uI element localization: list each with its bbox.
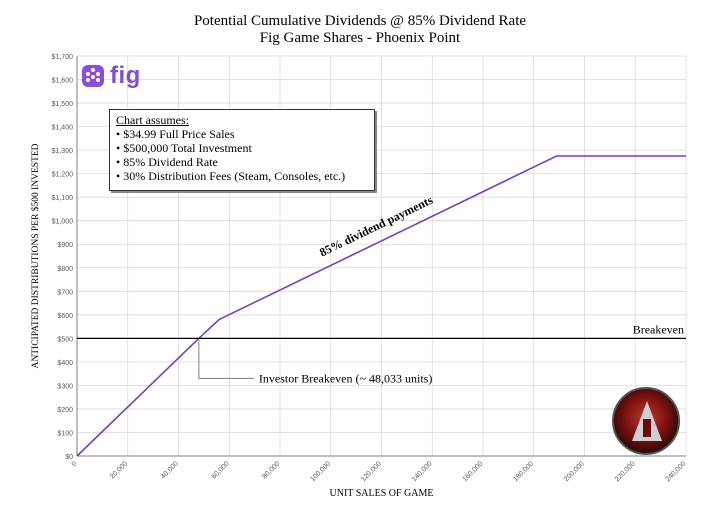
dividend-series-line	[76, 155, 686, 457]
chart-title: Potential Cumulative Dividends @ 85% Div…	[193, 13, 527, 29]
fig-logo-icon	[82, 65, 104, 87]
x-axis-label: UNIT SALES OF GAME	[330, 488, 434, 499]
x-tick-label: 80,000	[261, 460, 281, 480]
x-tick-label: 120,000	[360, 460, 383, 483]
assumption-item: 30% Distribution Fees (Steam, Consoles, …	[116, 169, 368, 183]
x-tick-label: 160,000	[462, 460, 485, 483]
investor-breakeven-leader	[198, 340, 254, 379]
y-tick-label: $700	[57, 289, 73, 296]
y-tick-label: $1,500	[52, 101, 74, 108]
series	[76, 155, 686, 457]
x-tick-label: 100,000	[309, 460, 332, 483]
series-annotation-label: 85% dividend payments	[317, 193, 435, 260]
assumptions-box: Chart assumes: $34.99 Full Price Sales $…	[109, 109, 375, 191]
y-tick-label: $900	[57, 242, 73, 249]
axes	[76, 56, 686, 457]
y-tick-label: $1,600	[52, 78, 74, 85]
y-tick-label: $1,200	[52, 172, 74, 179]
assumption-item: $34.99 Full Price Sales	[116, 127, 368, 141]
assumptions-title: Chart assumes:	[116, 113, 189, 127]
x-tick-label: 240,000	[665, 460, 688, 483]
x-tick-label: 60,000	[211, 460, 231, 480]
assumption-item: 85% Dividend Rate	[116, 155, 368, 169]
chart-subtitle: Fig Game Shares - Phoenix Point	[259, 30, 461, 46]
y-tick-label: $0	[65, 454, 73, 461]
x-tick-label: 20,000	[109, 460, 129, 480]
x-tick-label: 180,000	[512, 460, 535, 483]
y-tick-label: $600	[57, 313, 73, 320]
x-tick-label: 0	[71, 460, 79, 468]
y-tick-label: $1,000	[52, 219, 74, 226]
phoenix-point-emblem-icon	[612, 387, 680, 455]
y-tick-label: $1,100	[52, 195, 74, 202]
breakeven-label: Breakeven	[633, 322, 684, 336]
y-tick-label: $300	[57, 383, 73, 390]
y-tick-label: $400	[57, 360, 73, 367]
y-tick-label: $800	[57, 266, 73, 273]
y-tick-label: $1,700	[52, 54, 74, 61]
x-tick-label: 220,000	[614, 460, 637, 483]
y-tick-label: $200	[57, 407, 73, 414]
investor-breakeven-label: Investor Breakeven (~ 48,033 units)	[259, 371, 432, 385]
x-tick-label: 40,000	[160, 460, 180, 480]
assumption-item: $500,000 Total Investment	[116, 141, 368, 155]
y-tick-label: $500	[57, 336, 73, 343]
y-tick-label: $100	[57, 430, 73, 437]
x-tick-label: 140,000	[411, 460, 434, 483]
y-tick-label: $1,300	[52, 148, 74, 155]
x-tick-label: 200,000	[563, 460, 586, 483]
fig-logo-text: fig	[110, 62, 141, 89]
fig-logo: fig	[82, 62, 141, 90]
y-axis-label: ANTICIPATED DISTRIBUTIONS PER $500 INVES…	[30, 143, 41, 368]
y-tick-label: $1,400	[52, 125, 74, 132]
